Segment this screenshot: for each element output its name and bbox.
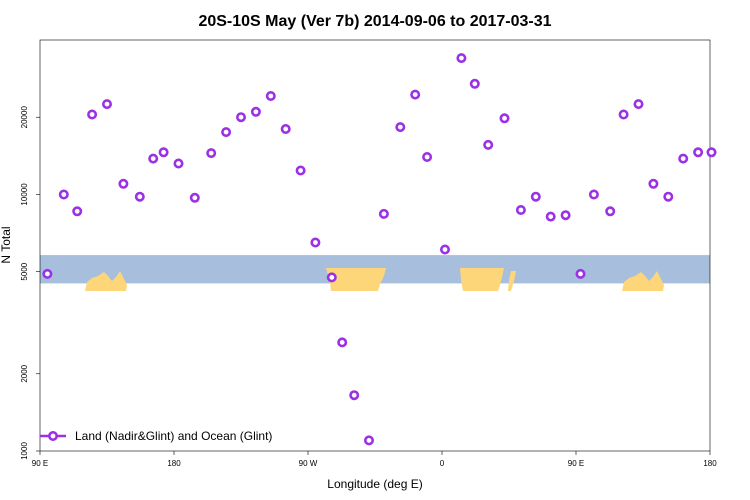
x-axis-label: Longitude (deg E) <box>327 477 422 491</box>
y-axis-label: N Total <box>0 226 13 263</box>
data-point <box>648 178 659 189</box>
data-point <box>378 208 389 219</box>
x-axis: 90 E 180 90 W 0 90 E 180 <box>32 451 717 468</box>
data-point <box>250 106 261 117</box>
data-point <box>134 191 145 202</box>
data-point <box>118 178 129 189</box>
data-point <box>221 127 232 138</box>
y-tick-label: 5000 <box>20 262 29 280</box>
data-point <box>295 165 306 176</box>
data-point <box>422 152 433 163</box>
data-point <box>102 99 113 110</box>
legend: Land (Nadir&Glint) and Ocean (Glint) <box>40 429 272 443</box>
legend-label: Land (Nadir&Glint) and Ocean (Glint) <box>75 429 272 443</box>
map-land-australia-2 <box>622 271 664 291</box>
data-point <box>206 148 217 159</box>
data-point <box>189 192 200 203</box>
map-band <box>40 255 710 291</box>
data-point <box>605 206 616 217</box>
y-tick-label: 1000 <box>20 442 29 460</box>
data-point <box>349 390 360 401</box>
data-point <box>588 189 599 200</box>
x-tick-label: 90 W <box>299 459 318 468</box>
map-land-africa <box>460 268 504 291</box>
x-tick-label: 180 <box>167 459 181 468</box>
data-point <box>72 206 83 217</box>
data-point <box>280 124 291 135</box>
data-point <box>87 109 98 120</box>
map-land-south-america <box>326 268 386 291</box>
x-tick-label: 0 <box>440 459 445 468</box>
data-point <box>618 109 629 120</box>
data-point <box>706 147 717 158</box>
data-point <box>148 153 159 164</box>
data-point <box>395 122 406 133</box>
data-point <box>58 189 69 200</box>
x-tick-label: 90 E <box>32 459 48 468</box>
data-point <box>326 272 337 283</box>
data-point <box>530 191 541 202</box>
data-point <box>483 139 494 150</box>
map-land-madagascar <box>508 271 516 291</box>
data-point <box>410 89 421 100</box>
data-point <box>633 99 644 110</box>
y-tick-label: 20000 <box>20 106 29 129</box>
data-point <box>363 435 374 446</box>
data-point <box>42 268 53 279</box>
data-point <box>663 191 674 202</box>
y-tick-label: 10000 <box>20 183 29 206</box>
data-point <box>439 244 450 255</box>
x-tick-label: 180 <box>703 459 717 468</box>
map-land-australia <box>85 271 127 291</box>
chart-title: 20S-10S May (Ver 7b) 2014-09-06 to 2017-… <box>198 13 551 30</box>
y-axis: 1000 2000 5000 10000 20000 <box>20 106 40 460</box>
legend-marker <box>47 430 58 441</box>
data-point <box>560 210 571 221</box>
data-point <box>499 113 510 124</box>
data-point <box>158 147 169 158</box>
data-point <box>575 268 586 279</box>
data-point <box>337 337 348 348</box>
x-tick-label: 90 E <box>568 459 584 468</box>
data-point <box>310 237 321 248</box>
data-point <box>545 211 556 222</box>
data-point <box>515 205 526 216</box>
data-point <box>173 158 184 169</box>
data-point <box>678 153 689 164</box>
data-point <box>456 53 467 64</box>
plot-frame <box>39 39 711 452</box>
data-point <box>469 78 480 89</box>
data-point <box>265 91 276 102</box>
data-point <box>236 112 247 123</box>
y-tick-label: 2000 <box>20 364 29 382</box>
data-points <box>42 53 717 446</box>
data-point <box>693 147 704 158</box>
